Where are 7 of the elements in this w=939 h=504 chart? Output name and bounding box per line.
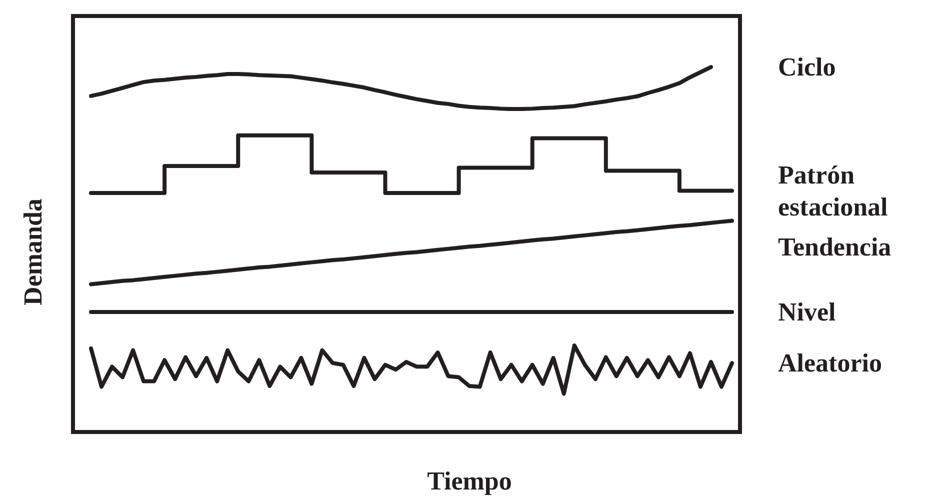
x-axis-title: Tiempo [427, 466, 512, 496]
series-label: Aleatorio [778, 348, 882, 378]
text: Ciclo [778, 52, 836, 82]
y-axis-title: Demanda [18, 198, 48, 306]
series-label: Tendencia [778, 232, 892, 262]
series-label: Patrón estacional [778, 160, 888, 222]
series-label: Nivel [778, 297, 836, 326]
